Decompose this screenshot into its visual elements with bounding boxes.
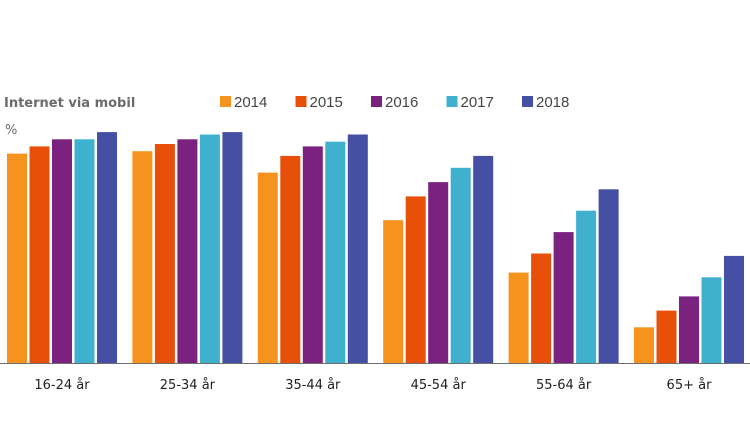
bar-2016-2 xyxy=(177,139,198,363)
bar-2018-2 xyxy=(222,132,243,363)
bar-2014-6 xyxy=(634,327,654,363)
chart-title: Internet via mobil xyxy=(4,96,135,111)
bar-2015-2 xyxy=(154,144,175,363)
bar-series-group xyxy=(7,132,744,363)
bar-2017-4 xyxy=(450,167,471,363)
bar-2018-5 xyxy=(598,189,619,363)
bar-2016-4 xyxy=(428,182,449,363)
bar-2018-4 xyxy=(473,155,494,363)
bar-2014-1 xyxy=(7,153,27,363)
bar-2014-3 xyxy=(257,172,278,363)
bar-2017-3 xyxy=(325,141,346,363)
bar-2014-4 xyxy=(383,220,404,363)
x-tick-label: 55-64 år xyxy=(536,378,592,393)
bar-2015-4 xyxy=(405,196,426,363)
bar-2017-1 xyxy=(74,139,95,363)
bar-2016-3 xyxy=(302,146,323,363)
bar-2017-6 xyxy=(701,277,722,363)
legend-label-2017: 2017 xyxy=(461,94,494,111)
bar-2015-3 xyxy=(280,155,301,363)
bar-2014-2 xyxy=(132,151,153,363)
bar-2017-2 xyxy=(199,134,220,363)
legend-swatch-2017 xyxy=(446,96,458,107)
y-axis-unit-label: % xyxy=(5,123,17,138)
x-tick-label: 45-54 år xyxy=(411,378,467,393)
legend-label-2016: 2016 xyxy=(385,94,418,111)
bar-2017-5 xyxy=(576,210,597,363)
bar-2016-6 xyxy=(679,296,699,363)
x-tick-label: 25-34 år xyxy=(160,378,216,393)
legend-swatch-2015 xyxy=(295,96,307,107)
bar-2015-6 xyxy=(656,310,677,363)
x-tick-label: 16-24 år xyxy=(34,378,90,393)
legend: 2014 2015 2016 2017 2018 xyxy=(220,94,569,111)
bar-2016-5 xyxy=(553,232,574,363)
x-tick-label: 35-44 år xyxy=(285,378,341,393)
bar-2014-5 xyxy=(508,272,529,363)
legend-label-2018: 2018 xyxy=(536,94,569,111)
bar-2018-1 xyxy=(97,132,117,363)
legend-swatch-2018 xyxy=(522,96,533,107)
bar-2015-1 xyxy=(29,146,50,363)
legend-swatch-2014 xyxy=(220,96,231,107)
x-axis-labels: 16-24 år 25-34 år 35-44 år 45-54 år 55-64 år… xyxy=(34,378,712,393)
x-tick-label: 65+ år xyxy=(667,378,713,393)
bar-2015-5 xyxy=(531,253,552,363)
legend-swatch-2016 xyxy=(371,96,382,107)
bar-2018-3 xyxy=(347,134,368,363)
bar-2018-6 xyxy=(724,255,744,363)
legend-label-2015: 2015 xyxy=(310,94,343,111)
bar-2016-1 xyxy=(52,139,72,363)
legend-label-2014: 2014 xyxy=(234,94,267,111)
